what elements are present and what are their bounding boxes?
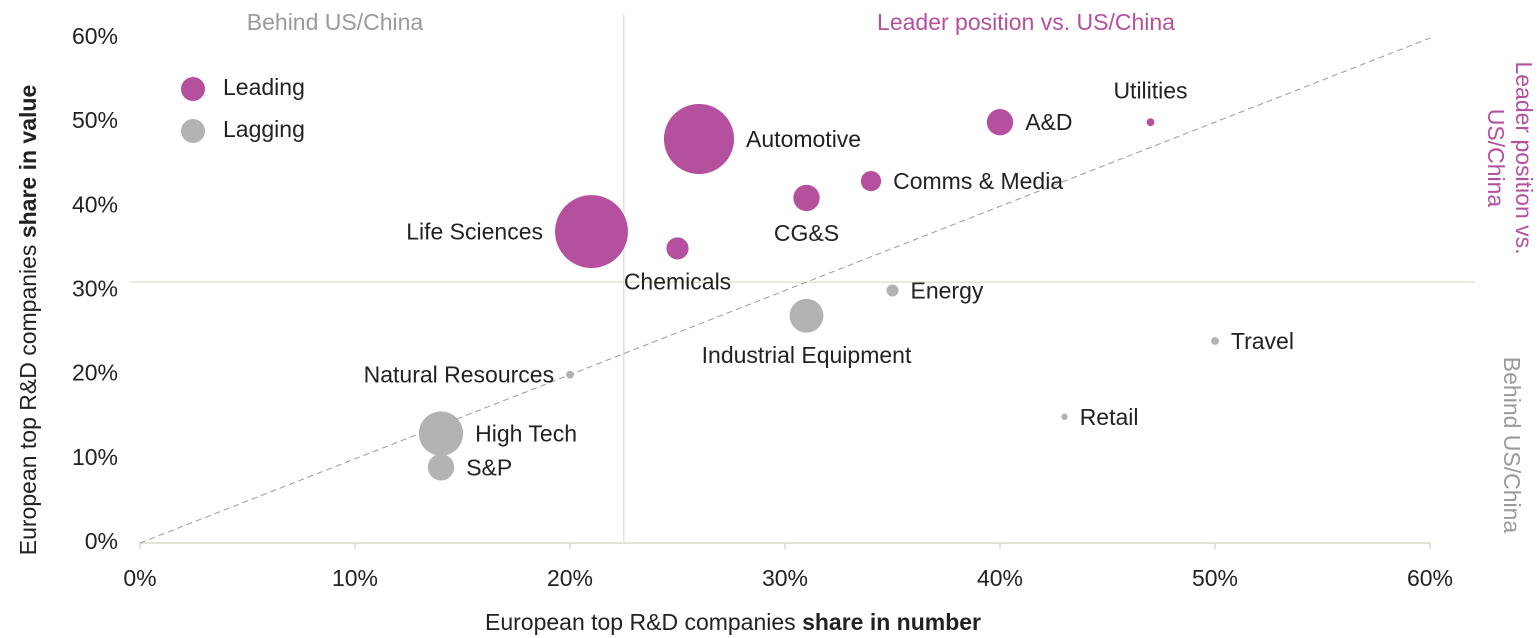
x-tick-label: 20% <box>547 565 593 591</box>
bubble-label: Retail <box>1080 404 1139 430</box>
bubble-label: S&P <box>466 454 512 480</box>
bubble <box>1061 413 1068 420</box>
y-label-part: European top R&D companies <box>15 245 41 556</box>
y-tick-label: 50% <box>72 107 118 133</box>
bubble-label: Comms & Media <box>893 168 1063 194</box>
quadrant-label: Behind US/China <box>247 9 424 35</box>
bubble <box>789 298 824 333</box>
quadrant-label: Leader position vs. US/China <box>877 9 1175 35</box>
y-tick-label: 20% <box>72 360 118 386</box>
legend-swatch <box>181 77 205 101</box>
legend-label: Leading <box>223 74 305 100</box>
diagonal <box>139 37 1431 544</box>
bubble-label: CG&S <box>774 220 839 246</box>
bubble <box>886 284 899 297</box>
bubble <box>1146 118 1155 127</box>
bubble <box>666 237 689 260</box>
bubble-label: Chemicals <box>624 269 731 295</box>
bubble <box>860 170 882 192</box>
y-tick-label: 60% <box>72 23 118 49</box>
y-axis-label: European top R&D companies share in valu… <box>15 85 41 556</box>
bubble-label: Utilities <box>1113 77 1187 103</box>
side-label: Leader position vs. US/China <box>1483 61 1537 254</box>
y-tick-label: 30% <box>72 276 118 302</box>
bubble <box>566 370 574 379</box>
bubble-label: Travel <box>1231 328 1294 354</box>
bubble-label: A&D <box>1025 109 1072 135</box>
y-tick-label: 10% <box>72 444 118 470</box>
y-tick-label: 0% <box>85 528 118 554</box>
bubble-label: Automotive <box>746 126 861 152</box>
x-tick-label: 50% <box>1192 565 1238 591</box>
side-label-line: Leader position vs. <box>1511 61 1537 254</box>
x-tick-label: 40% <box>977 565 1023 591</box>
bubble <box>986 108 1014 136</box>
x-label-bold: share in number <box>802 609 981 635</box>
bubble <box>793 184 820 212</box>
legend-swatch <box>181 119 205 143</box>
side-label: Behind US/China <box>1499 357 1525 534</box>
x-label-part: European top R&D companies <box>485 609 796 635</box>
bubble <box>555 195 628 269</box>
x-axis-label: European top R&D companies share in numb… <box>485 609 981 635</box>
side-label-line: US/China <box>1483 109 1509 208</box>
bubble-label: Natural Resources <box>364 362 554 388</box>
bubble-label: Industrial Equipment <box>702 342 912 368</box>
bubble-label: Life Sciences <box>406 219 543 245</box>
legend-label: Lagging <box>223 116 305 142</box>
x-tick-label: 0% <box>123 565 156 591</box>
x-tick-label: 10% <box>332 565 378 591</box>
bubble <box>663 103 735 175</box>
bubble <box>418 411 464 456</box>
bubble-label: Energy <box>910 278 983 304</box>
x-tick-label: 60% <box>1407 565 1453 591</box>
y-label-bold: share in value <box>15 85 41 238</box>
bubble <box>427 454 455 481</box>
bubble <box>1211 337 1219 345</box>
y-tick-label: 40% <box>72 191 118 217</box>
x-tick-label: 30% <box>762 565 808 591</box>
bubble-label: High Tech <box>475 421 577 447</box>
